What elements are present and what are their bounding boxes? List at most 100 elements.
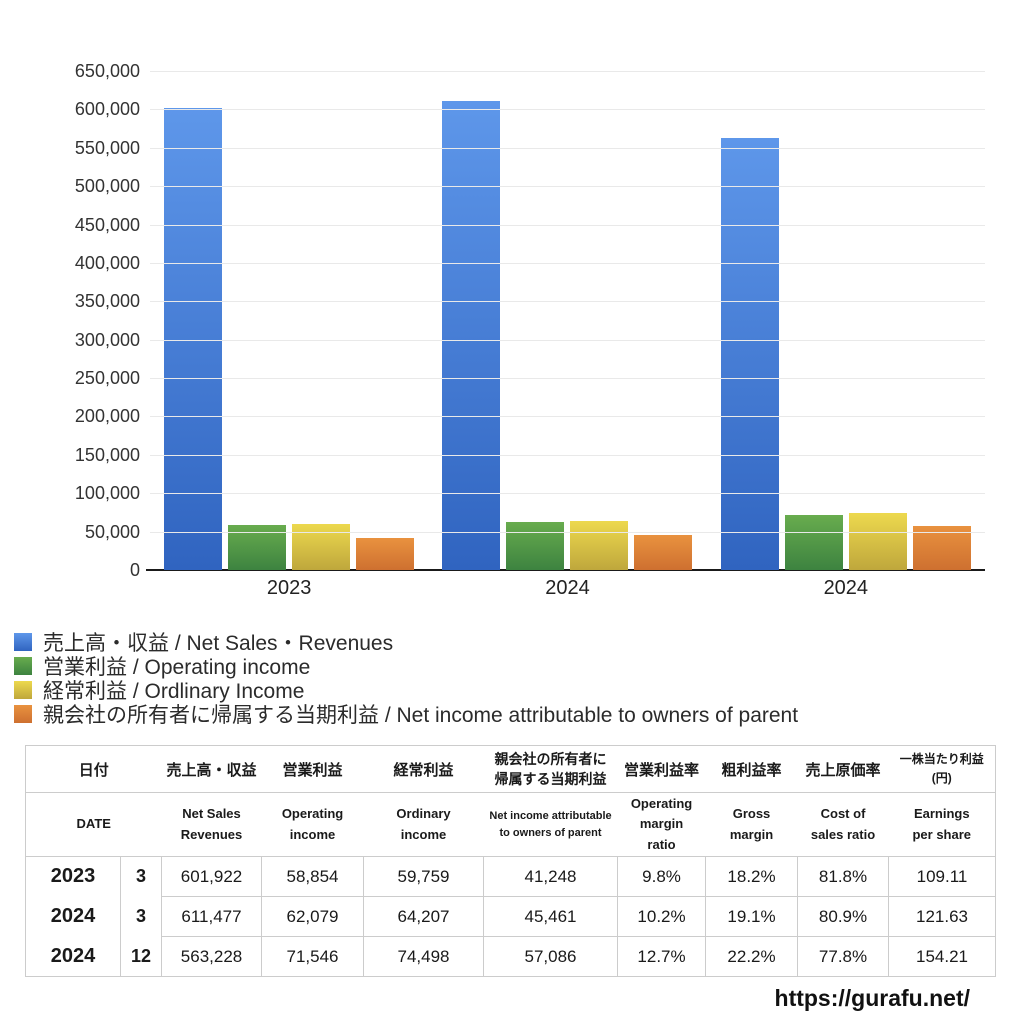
gridline [150,224,985,226]
y-axis-tick-label: 650,000 [74,61,140,81]
value-cell: 57,086 [483,936,618,977]
table-header-en: DATE Net Sales Revenues Operating income… [25,793,996,857]
y-axis-tick-label: 500,000 [74,176,140,197]
value-cell: 80.9% [797,896,889,937]
value-cell: 12.7% [617,936,706,977]
y-axis-tick-label: 100,000 [74,483,140,504]
month-cell: 12 [119,936,162,977]
month-cell: 3 [119,856,162,897]
month-cell: 3 [119,896,162,937]
legend-swatch-net-income [14,705,32,723]
legend-label: 親会社の所有者に帰属する当期利益 / Net income attributab… [43,704,799,727]
gridline [150,454,985,456]
header-net-income-en: Net income attributable to owners of par… [489,810,612,839]
value-cell: 77.8% [797,936,889,977]
value-cell: 74,498 [363,936,484,977]
x-axis-label: 2024 [545,577,590,599]
legend-swatch-operating-income [14,657,32,675]
header-gross-margin-jp: 粗利益率 [721,761,782,779]
header-date-jp: 日付 [78,761,109,779]
gridline [150,301,985,303]
gridline [150,71,985,72]
bar-net-income [356,538,415,570]
y-axis-tick-label: 50,000 [84,521,140,542]
gridline [150,339,985,341]
table-header-jp: 日付 売上高・収益 営業利益 経常利益 親会社の所有者に 帰属する当期利益 営業… [25,746,996,793]
legend-item: 親会社の所有者に帰属する当期利益 / Net income attributab… [14,702,799,727]
bar-net-income [634,535,693,570]
y-axis-tick-label: 600,000 [74,99,140,120]
gridline [150,186,985,188]
financial-table: 日付 売上高・収益 営業利益 経常利益 親会社の所有者に 帰属する当期利益 営業… [25,745,997,977]
value-cell: 22.2% [705,936,798,977]
gridline [150,378,985,380]
value-cell: 563,228 [161,936,262,977]
gridline [150,109,985,111]
value-cell: 601,922 [161,856,262,897]
year-cell: 2024 [50,905,96,927]
value-cell: 19.1% [705,896,798,937]
plot-area [146,71,985,571]
y-axis-tick-label: 300,000 [74,329,140,350]
bar-net-sales [164,107,223,570]
legend-label: 営業利益 / Operating income [43,656,311,679]
x-axis-line [146,569,985,571]
value-cell: 81.8% [797,856,889,897]
header-operating-income-en: Operating income [281,806,344,842]
header-net-sales-en: Net Sales Revenues [180,806,243,842]
value-cell: 121.63 [888,896,996,937]
bar-groups [150,71,985,570]
bar-group [707,137,985,570]
y-axis-tick-label: 250,000 [74,368,140,389]
value-cell: 59,759 [363,856,484,897]
table-row: 2024 12 563,228 71,546 74,498 57,086 12.7% 22.2… [26,936,996,977]
legend-swatch-net-sales [14,633,32,651]
x-axis: 2023 2024 2024 [150,577,985,600]
table-row: 2023 3 601,922 58,854 59,759 41,248 9.8% 18.2% 8… [26,856,996,897]
header-eps-jp: 一株当たり利益 (円) [899,751,984,785]
y-axis-tick-label: 400,000 [74,252,140,273]
year-cell: 2024 [50,944,96,967]
gridline [150,493,985,495]
bar-operating-income [784,515,843,570]
legend-item: 売上高・収益 / Net Sales・Revenues [14,630,798,655]
value-cell: 45,461 [483,896,618,937]
value-cell: 62,079 [261,896,364,937]
bar-net-income [912,526,971,570]
value-cell: 18.2% [705,856,798,897]
gridline [150,262,985,264]
chart-legend: 売上高・収益 / Net Sales・Revenues 営業利益 / Operat… [14,630,799,727]
header-eps-en: Earnings per share [912,806,972,842]
bar-operating-income [506,522,565,570]
header-gross-margin-en: Gross margin [729,806,774,842]
header-ordinary-income-jp: 経常利益 [393,761,454,779]
header-operating-income-jp: 営業利益 [282,761,343,779]
gridline [150,147,985,149]
table-row: 2024 3 611,477 62,079 64,207 45,461 10.2% 19.1%… [26,896,996,937]
y-axis-tick-label: 150,000 [74,444,140,465]
bar-ordinary-income [848,512,907,570]
header-date-en: DATE [76,816,111,832]
legend-label: 経常利益 / Ordlinary Income [43,680,305,703]
header-ordinary-income-en: Ordinary income [396,806,451,842]
value-cell: 64,207 [363,896,484,937]
y-axis-tick-label: 550,000 [74,137,140,158]
bar-net-sales [720,137,779,570]
y-axis-tick-label: 350,000 [74,291,140,312]
bar-group [428,100,706,570]
value-cell: 9.8% [617,856,706,897]
header-net-income-jp: 親会社の所有者に 帰属する当期利益 [494,750,607,787]
value-cell: 71,546 [261,936,364,977]
value-cell: 10.2% [617,896,706,937]
value-cell: 58,854 [261,856,364,897]
legend-item: 営業利益 / Operating income [14,654,798,679]
bar-net-sales [442,100,501,570]
value-cell: 154.21 [888,936,996,977]
gridline [150,531,985,533]
header-net-sales-jp: 売上高・収益 [166,761,257,779]
y-axis-tick-label: 450,000 [74,214,140,235]
header-operating-margin-en: Operating margin ratio [630,796,693,852]
site-url: https://gurafu.net/ [774,985,970,1011]
year-cell: 2023 [50,865,96,888]
